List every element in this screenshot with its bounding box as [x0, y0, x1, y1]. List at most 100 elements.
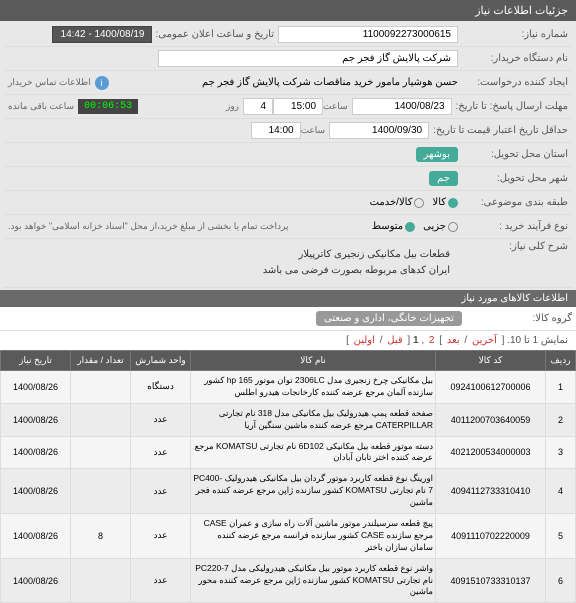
cell-unit: دستگاه — [131, 371, 191, 404]
cell-code: 4094112733310410 — [436, 469, 546, 514]
item-type-label: طبقه بندی موضوعی: — [458, 197, 568, 208]
buyer-org-value: شرکت پالایش گاز فجر جم — [158, 50, 458, 67]
table-row[interactable]: 10924100612700006بیل مکانیکی چرخ زنجیری … — [1, 371, 576, 404]
pager-last[interactable]: آخرین — [472, 335, 497, 346]
cell-row: 5 — [546, 514, 576, 559]
th-code[interactable]: کد کالا — [436, 351, 546, 371]
requester-value: حسن هوشیار مامور خرید مناقصات شرکت پالای… — [202, 77, 458, 88]
cell-code: 4091110702220009 — [436, 514, 546, 559]
cell-unit: عدد — [131, 558, 191, 603]
desc-label: شرح کلی نیاز: — [458, 241, 568, 252]
cell-date: 1400/08/26 — [1, 469, 71, 514]
radio-goods[interactable]: کالا — [432, 197, 458, 208]
city-label: شهر محل تحویل: — [458, 173, 568, 184]
cell-row: 4 — [546, 469, 576, 514]
cell-date: 1400/08/26 — [1, 558, 71, 603]
pager-p2[interactable]: 2 — [429, 335, 435, 346]
table-row[interactable]: 54091110702220009پیچ قطعه سرسیلندر موتور… — [1, 514, 576, 559]
deadline-date: 1400/08/23 — [352, 98, 452, 115]
radio-unchecked-icon — [414, 198, 424, 208]
requester-label: ایجاد کننده درخواست: — [458, 77, 568, 88]
city-value: جم — [429, 171, 458, 186]
cell-date: 1400/08/26 — [1, 403, 71, 436]
pager-first[interactable]: اولین — [354, 335, 375, 346]
th-unit[interactable]: واحد شمارش — [131, 351, 191, 371]
table-row[interactable]: 44094112733310410اورینگ نوع قطعه کاربرد … — [1, 469, 576, 514]
province-value: بوشهر — [416, 147, 458, 162]
contact-link[interactable]: اطلاعات تماس خریدار — [8, 77, 95, 88]
cell-qty — [71, 403, 131, 436]
cell-qty: 8 — [71, 514, 131, 559]
validity-time: 14:00 — [251, 122, 301, 139]
cell-qty — [71, 469, 131, 514]
th-row[interactable]: ردیف — [546, 351, 576, 371]
cell-name: دسته موتور قطعه بیل مکانیکی 6D102 نام تج… — [191, 436, 436, 469]
cell-date: 1400/08/26 — [1, 514, 71, 559]
radio-checked-icon — [448, 198, 458, 208]
cell-row: 1 — [546, 371, 576, 404]
countdown-timer: 00:06:53 — [78, 99, 138, 114]
time-label-2: ساعت — [301, 125, 330, 136]
pager-summary: نمایش 1 تا 10. — [507, 335, 568, 346]
cell-qty — [71, 436, 131, 469]
pager-prev[interactable]: قبل — [387, 335, 402, 346]
cell-name: پیچ قطعه سرسیلندر موتور ماشین آلات راه س… — [191, 514, 436, 559]
radio-goods-label: کالا — [432, 197, 446, 208]
days-value: 4 — [243, 98, 273, 115]
process-radio-group: جزیی متوسط — [372, 221, 458, 232]
radio-small-label: جزیی — [423, 221, 446, 232]
need-no-label: شماره نیاز: — [458, 29, 568, 40]
table-row[interactable]: 64091510733310137واشر نوع قطعه کاربرد مو… — [1, 558, 576, 603]
cell-unit: عدد — [131, 514, 191, 559]
description-box: قطعات بیل مکانیکی زنجیری کاترپیلار ایران… — [255, 241, 458, 285]
cell-code: 0924100612700006 — [436, 371, 546, 404]
radio-service-label: کالا/خدمت — [370, 197, 413, 208]
cell-qty — [71, 371, 131, 404]
need-no-value: 1100092273000615 — [278, 26, 458, 43]
buyer-org-label: نام دستگاه خریدار: — [458, 53, 568, 64]
cell-name: اورینگ نوع قطعه کاربرد موتور گردان بیل م… — [191, 469, 436, 514]
radio-checked-icon — [405, 222, 415, 232]
pager-p1: 1 — [413, 335, 419, 346]
cell-row: 6 — [546, 558, 576, 603]
cell-name: صفحه قطعه پمپ هیدرولیک بیل مکانیکی مدل 3… — [191, 403, 436, 436]
cell-date: 1400/08/26 — [1, 436, 71, 469]
deadline-time: 15:00 — [273, 98, 323, 115]
pager-next[interactable]: بعد — [447, 335, 460, 346]
process-label: نوع فرآیند خرید : — [458, 221, 568, 232]
announce-value: 1400/08/19 - 14:42 — [52, 26, 152, 43]
radio-service[interactable]: کالا/خدمت — [370, 197, 425, 208]
validity-date: 1400/09/30 — [329, 122, 429, 139]
th-qty[interactable]: تعداد / مقدار — [71, 351, 131, 371]
group-value: تجهیزات خانگی، اداری و صنعتی — [316, 311, 462, 326]
th-date[interactable]: تاریخ نیاز — [1, 351, 71, 371]
radio-unchecked-icon — [448, 222, 458, 232]
table-row[interactable]: 34021200534000003دسته موتور قطعه بیل مکا… — [1, 436, 576, 469]
th-name[interactable]: نام کالا — [191, 351, 436, 371]
page-header: جزئیات اطلاعات نیاز — [0, 0, 576, 21]
time-label-1: ساعت — [323, 101, 352, 112]
cell-unit: عدد — [131, 403, 191, 436]
province-label: استان محل تحویل: — [458, 149, 568, 160]
cell-code: 4091510733310137 — [436, 558, 546, 603]
goods-section-title: اطلاعات کالاهای مورد نیاز — [461, 293, 568, 304]
cell-code: 4021200534000003 — [436, 436, 546, 469]
radio-mid-label: متوسط — [372, 221, 403, 232]
radio-mid[interactable]: متوسط — [372, 221, 415, 232]
desc-line-2: ایران کدهای مربوطه بصورت فرضی می باشد — [263, 263, 450, 279]
cell-qty — [71, 558, 131, 603]
desc-line-1: قطعات بیل مکانیکی زنجیری کاترپیلار — [263, 247, 450, 263]
days-label: روز — [226, 101, 243, 112]
info-icon[interactable]: i — [95, 76, 109, 90]
pager: نمایش 1 تا 10. [ آخرین / بعد ] 2 , 1 [ ق… — [0, 331, 576, 350]
radio-small[interactable]: جزیی — [423, 221, 458, 232]
cell-name: بیل مکانیکی چرخ زنجیری مدل 2306LC توان م… — [191, 371, 436, 404]
page-title: جزئیات اطلاعات نیاز — [475, 4, 568, 17]
table-row[interactable]: 24011200703640059صفحه قطعه پمپ هیدرولیک … — [1, 403, 576, 436]
announce-label: تاریخ و ساعت اعلان عمومی: — [152, 29, 275, 40]
validity-label: حداقل تاریخ اعتبار قیمت تا تاریخ: — [429, 125, 568, 136]
cell-code: 4011200703640059 — [436, 403, 546, 436]
deadline-label: مهلت ارسال پاسخ: تا تاریخ: — [452, 101, 568, 112]
cell-row: 2 — [546, 403, 576, 436]
group-label: گروه کالا: — [462, 313, 572, 324]
